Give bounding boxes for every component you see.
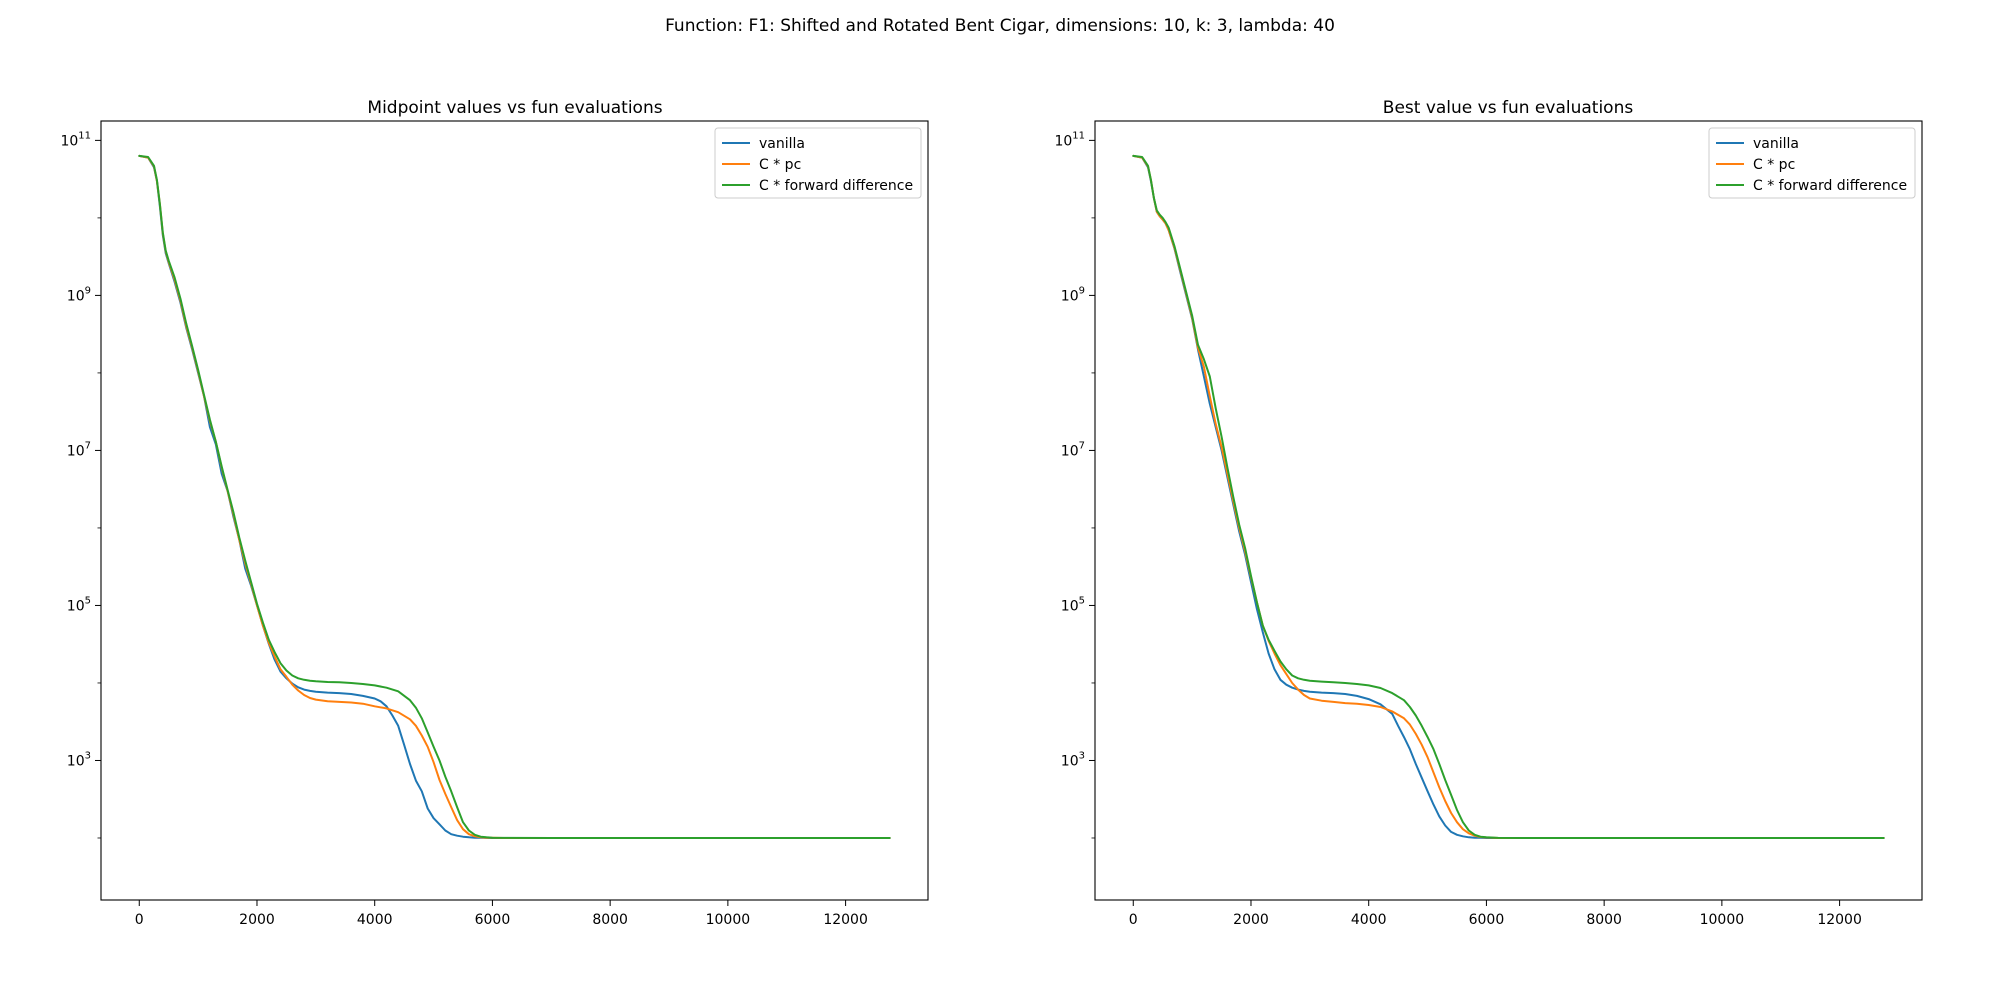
x-tick-label: 0 <box>1129 912 1138 928</box>
series-line-1 <box>1132 154 1885 839</box>
x-tick-label: 6000 <box>1469 912 1505 928</box>
legend: vanilla C * pc C * forward difference <box>1708 127 1916 199</box>
x-tick-label: 2000 <box>1233 912 1269 928</box>
y-tick-label: 1011 <box>1054 130 1085 149</box>
y-tick-label: 103 <box>67 750 91 769</box>
legend: vanilla C * pc C * forward difference <box>714 127 922 199</box>
legend-label: C * forward difference <box>1753 178 1907 194</box>
legend-box <box>714 127 922 199</box>
x-tick-label: 8000 <box>592 912 628 928</box>
axes-frame <box>1094 120 1923 901</box>
series-line-2 <box>138 154 891 839</box>
y-tick-label: 1011 <box>60 130 91 149</box>
y-axis: 103 105 107 109 1011 <box>1054 130 1095 839</box>
x-tick-label: 12000 <box>1817 912 1862 928</box>
y-tick-label: 103 <box>1061 750 1085 769</box>
y-axis: 103 105 107 109 1011 <box>60 130 101 839</box>
series-line-0 <box>1132 154 1885 839</box>
x-tick-label: 8000 <box>1586 912 1622 928</box>
series-line-2 <box>1132 154 1885 839</box>
legend-label: C * forward difference <box>759 178 913 194</box>
chart-title: Midpoint values vs fun evaluations <box>367 98 662 118</box>
y-tick-label: 107 <box>1061 440 1085 459</box>
legend-label: C * pc <box>759 157 801 173</box>
y-tick-label: 105 <box>1061 595 1085 614</box>
axes-frame <box>100 120 929 901</box>
x-tick-label: 4000 <box>1351 912 1387 928</box>
x-tick-label: 6000 <box>475 912 511 928</box>
x-tick-label: 4000 <box>357 912 393 928</box>
y-tick-label: 105 <box>67 595 91 614</box>
y-tick-label: 107 <box>67 440 91 459</box>
x-tick-label: 2000 <box>239 912 275 928</box>
legend-label: vanilla <box>759 136 805 152</box>
y-tick-label: 109 <box>67 285 91 304</box>
x-tick-label: 12000 <box>823 912 868 928</box>
x-tick-label: 10000 <box>706 912 751 928</box>
figure-suptitle: Function: F1: Shifted and Rotated Bent C… <box>665 16 1335 36</box>
x-axis: 0 2000 4000 6000 8000 10000 12000 <box>1129 900 1862 928</box>
chart-title: Best value vs fun evaluations <box>1383 98 1634 118</box>
x-axis: 0 2000 4000 6000 8000 10000 12000 <box>135 900 868 928</box>
plot-lines <box>1132 154 1885 839</box>
plot-lines <box>138 154 891 839</box>
legend-box <box>1708 127 1916 199</box>
x-tick-label: 0 <box>135 912 144 928</box>
y-tick-label: 109 <box>1061 285 1085 304</box>
legend-label: C * pc <box>1753 157 1795 173</box>
x-tick-label: 10000 <box>1700 912 1745 928</box>
legend-label: vanilla <box>1753 136 1799 152</box>
